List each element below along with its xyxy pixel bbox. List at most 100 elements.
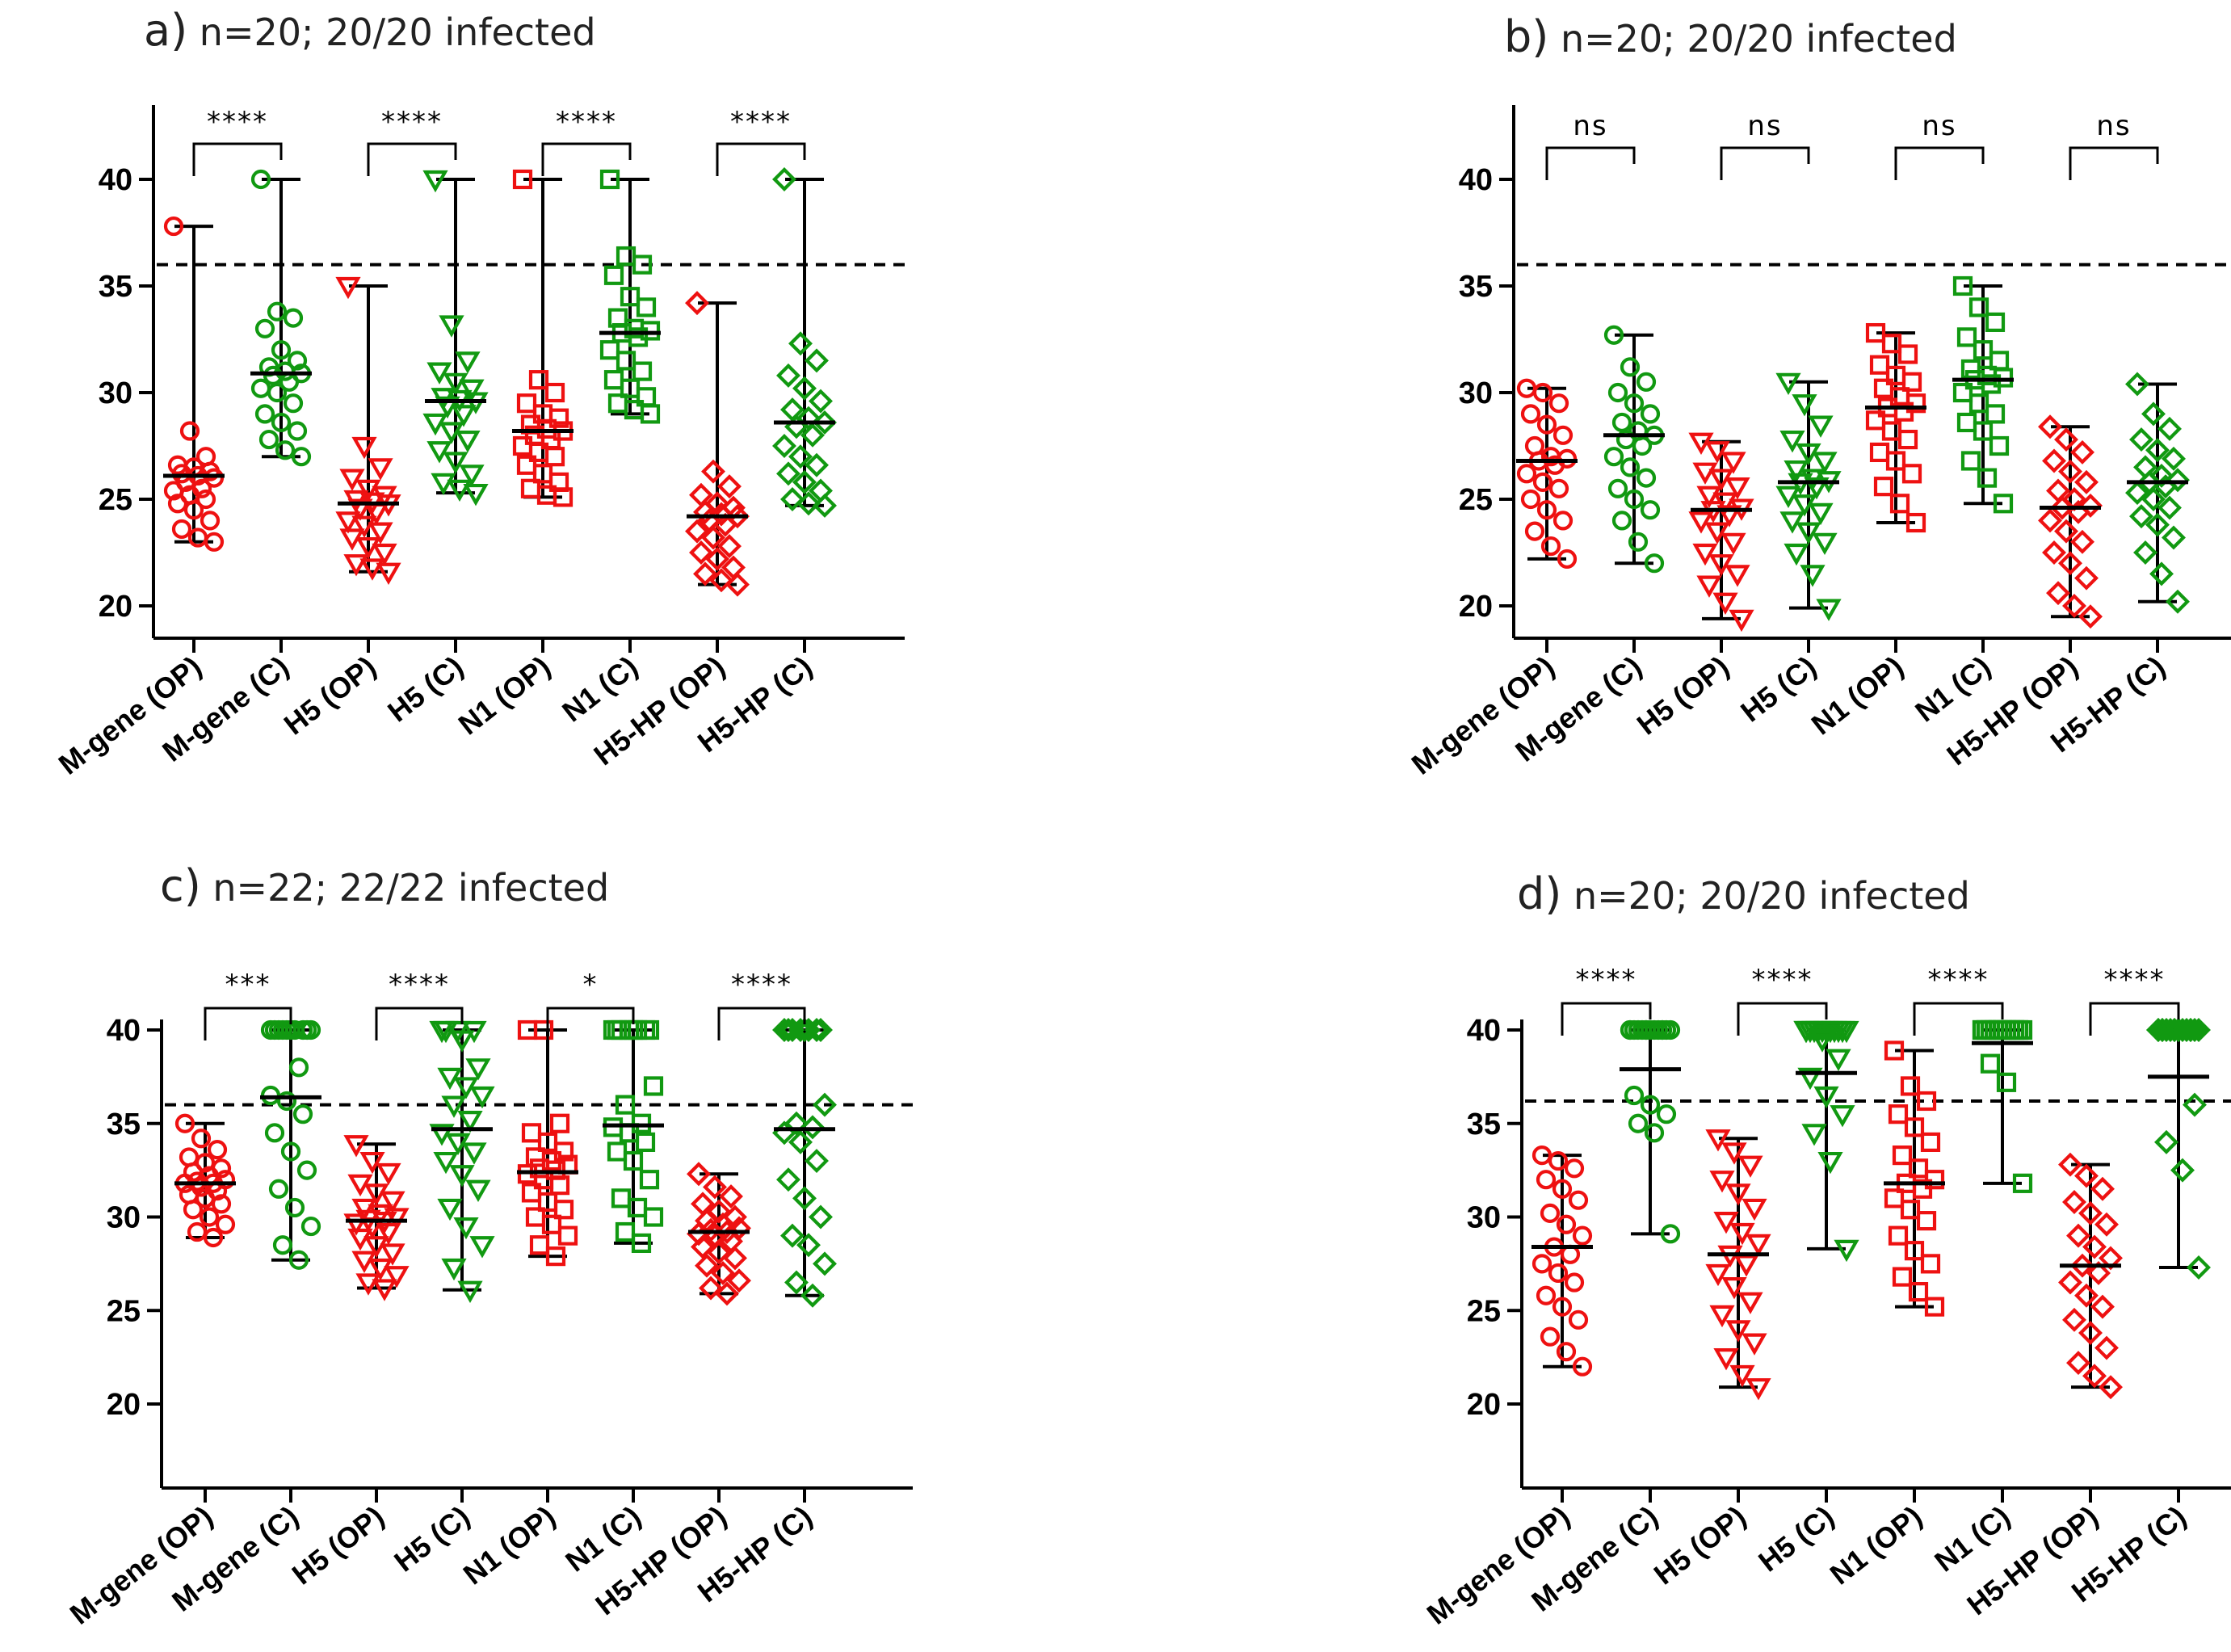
panel-d-data-point xyxy=(2154,1129,2178,1154)
panel-d-letter: d) xyxy=(1517,868,1562,919)
panel-b-data-point xyxy=(1536,500,1557,520)
panel-c-data-point xyxy=(784,1111,809,1136)
panel-b-data-point xyxy=(1716,505,1742,528)
panel-b-data-point xyxy=(2149,463,2174,488)
panel-a-data-point xyxy=(459,379,485,401)
panel-d-significance-bracket: **** xyxy=(1737,964,1828,1036)
panel-a-data-point xyxy=(788,331,813,356)
panel-d-data-point xyxy=(1729,1364,1755,1388)
panel-d-data-point xyxy=(1746,1378,1771,1401)
panel-b-data-point xyxy=(1956,412,1977,433)
panel-a-data-point xyxy=(359,558,385,581)
panel-a-data-point xyxy=(463,483,489,507)
panel-c-data-point xyxy=(615,1095,636,1115)
panel-c-data-point xyxy=(355,1273,381,1296)
panel-c-data-point xyxy=(296,1160,317,1180)
panel-a-data-point xyxy=(616,351,637,371)
panel-d-significance-label: **** xyxy=(2104,964,2166,996)
panel-d-significance-bracket: **** xyxy=(1913,964,2004,1036)
panel-d-data-point xyxy=(1884,1040,1905,1061)
panel-b-data-point xyxy=(1808,415,1834,438)
panel-d-data-point xyxy=(1980,1053,2001,1074)
panel-d-data-point xyxy=(2099,1375,2123,1400)
panel-b-series: H5 (OP) xyxy=(1631,432,1754,742)
panel-d-series: H5-HP (OP) xyxy=(1960,1152,2123,1621)
panel-a-data-point xyxy=(455,351,481,374)
panel-b-data-point xyxy=(1901,464,1922,484)
panel-b-data-point xyxy=(1696,575,1722,598)
panel-c-bracket-line xyxy=(375,1007,464,1040)
panel-c-data-point xyxy=(300,1019,321,1040)
panel-d-data-point xyxy=(1904,1117,1925,1137)
panel-c-data-point xyxy=(623,1150,644,1171)
panel-c-data-point xyxy=(343,1135,369,1158)
panel-d-data-point xyxy=(2062,1190,2086,1214)
panel-d-data-point xyxy=(1742,1198,1767,1221)
panel-d-data-point xyxy=(2187,1255,2211,1280)
panel-b-data-point xyxy=(1725,477,1750,500)
panel-b-significance-label: ns xyxy=(1922,110,1956,142)
panel-b-data-point xyxy=(1889,494,1910,514)
panel-d-data-point xyxy=(1742,1333,1767,1356)
panel-d-data-point xyxy=(2146,1018,2170,1042)
panel-b-data-point xyxy=(1636,468,1657,488)
panel-a-data-point xyxy=(171,519,192,540)
panel-d-data-point xyxy=(2170,1158,2195,1183)
panel-b-y-tick-label: 35 xyxy=(1459,270,1493,304)
panel-b-significance-label: ns xyxy=(1747,110,1782,142)
panel-b-data-point xyxy=(2038,508,2062,533)
panel-b-subtitle: n=20; 20/20 infected xyxy=(1560,17,1957,61)
panel-c-data-point xyxy=(772,1018,796,1042)
panel-a-data-point xyxy=(291,447,312,467)
panel-d-data-point xyxy=(1733,1255,1759,1277)
panel-b-y-tick-label: 25 xyxy=(1459,483,1493,517)
panel-c-data-point xyxy=(715,1220,739,1244)
panel-a-data-point xyxy=(439,315,464,338)
panel-a-data-point xyxy=(347,498,373,521)
panel-a-data-point xyxy=(163,216,184,237)
panel-d-data-point xyxy=(2166,1018,2191,1042)
panel-d-data-point xyxy=(1540,1326,1561,1347)
panel-d-data-point xyxy=(1908,1281,1929,1302)
panel-d-data-point xyxy=(2086,1260,2111,1285)
panel-d-data-point xyxy=(1916,1211,1937,1231)
panel-b-significance-bracket: ns xyxy=(1894,110,1985,180)
panel-b-data-point xyxy=(1536,414,1557,435)
panel-d-data-point xyxy=(1908,1158,1929,1179)
panel-a-data-point xyxy=(422,170,448,193)
panel-d-data-point xyxy=(1536,1170,1557,1190)
panel-b-data-point xyxy=(1779,430,1805,453)
panel-a-data-point xyxy=(200,511,221,531)
panel-b-data-point xyxy=(1620,357,1641,377)
panel-b-data-point xyxy=(1985,312,2006,332)
panel-b-data-point xyxy=(2141,401,2166,427)
panel-a-data-point xyxy=(725,572,750,597)
panel-a-data-point xyxy=(599,340,620,360)
panel-b-bracket-line xyxy=(1894,146,1985,180)
panel-a-letter: a) xyxy=(144,5,188,56)
panel-d-data-point xyxy=(1705,1129,1731,1152)
panel-a-data-point xyxy=(772,434,796,458)
panel-d-data-point xyxy=(1709,1305,1735,1328)
panel-a-significance-bracket: **** xyxy=(716,106,806,176)
panel-a-data-point xyxy=(548,408,569,428)
panel-c-data-point xyxy=(469,1086,495,1109)
panel-d-data-point xyxy=(1888,1225,1909,1246)
panel-c-data-point xyxy=(557,1225,578,1246)
panel-b-significance-label: ns xyxy=(2096,110,2131,142)
panel-b-data-point xyxy=(1688,511,1714,534)
panel-c-y-tick-label: 25 xyxy=(107,1294,141,1328)
panel-c-y-tick-label: 40 xyxy=(107,1014,141,1048)
panel-a-data-point xyxy=(685,519,709,544)
panel-c-data-point xyxy=(809,1204,833,1230)
panel-c-data-point xyxy=(541,1214,562,1234)
panel-c-data-point xyxy=(363,1183,389,1206)
panel-a-data-point xyxy=(772,167,796,191)
panel-d-data-point xyxy=(1713,1348,1739,1371)
panel-b-data-point xyxy=(1993,494,2014,514)
panel-a-y-tick-label: 30 xyxy=(99,376,132,410)
panel-a-data-point xyxy=(447,479,473,502)
panel-a-data-point xyxy=(376,562,401,585)
panel-b-data-point xyxy=(2166,589,2190,614)
